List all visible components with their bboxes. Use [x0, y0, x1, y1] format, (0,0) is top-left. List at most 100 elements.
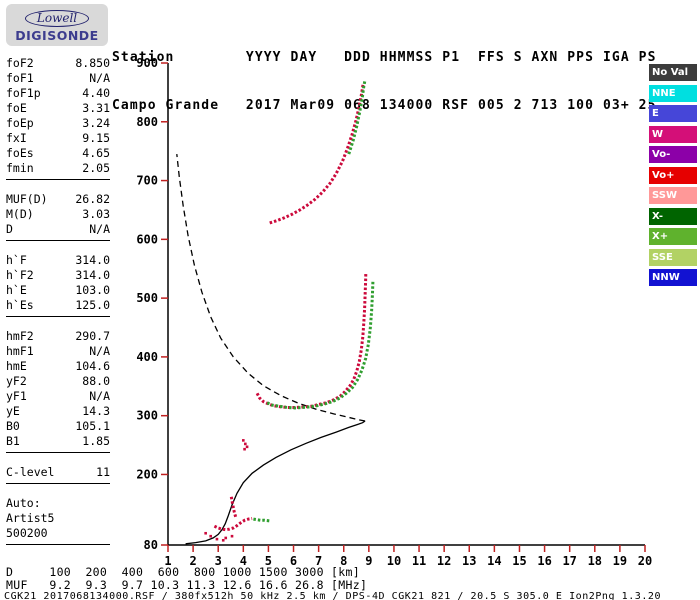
- x-tick-label: 3: [215, 554, 222, 568]
- profile-true-height-profile: [185, 420, 366, 545]
- parameter-group: MUF(D) 26.82 M(D) 3.03 D N/A: [6, 192, 110, 241]
- parameter-panel: foF2 8.850 foF1 N/A foF1p 4.40 foE 3.31 foEp 3.24…: [6, 56, 110, 557]
- y-tick-label: 80: [144, 538, 158, 552]
- parameter-label: yF2: [6, 374, 27, 388]
- parameter-row-h-es: h`Es 125.0: [6, 298, 110, 313]
- legend-item-3-w: W: [649, 125, 697, 143]
- parameter-label: 500200: [6, 526, 48, 540]
- parameter-value: 11: [96, 465, 110, 479]
- parameter-label: h`F: [6, 253, 27, 267]
- y-tick-label: 200: [136, 467, 158, 481]
- parameter-value: 2.05: [82, 161, 110, 175]
- parameter-row-b0: B0 105.1: [6, 419, 110, 434]
- legend-item-2-e: E: [649, 105, 697, 122]
- logo-digisonde-text: DIGISONDE: [15, 28, 99, 43]
- parameter-value: 3.03: [82, 207, 110, 221]
- trace-second-hop-o-mode: [269, 82, 365, 225]
- parameter-label: h`Es: [6, 298, 34, 312]
- x-tick-label: 6: [290, 554, 297, 568]
- parameter-label: foEp: [6, 116, 34, 130]
- parameter-value: 314.0: [75, 268, 110, 282]
- y-tick-label: 800: [136, 115, 158, 129]
- muf-row: MUF 9.2 9.3 9.7 10.3 11.3 12.6 16.6 26.8…: [6, 578, 368, 592]
- parameter-value: 104.6: [75, 359, 110, 373]
- parameter-value: 3.31: [82, 101, 110, 115]
- x-tick-label: 20: [638, 554, 652, 568]
- parameter-label: MUF(D): [6, 192, 48, 206]
- y-tick-label: 500: [136, 291, 158, 305]
- parameter-label: D: [6, 222, 13, 236]
- parameter-label: foEs: [6, 146, 34, 160]
- parameter-row-auto: Auto:: [6, 496, 110, 511]
- y-tick-label: 400: [136, 350, 158, 364]
- parameter-row-fmin: fmin 2.05: [6, 161, 110, 176]
- echo-dot: [245, 445, 249, 449]
- station-header-columns: Station YYYY DAY DDD HHMMSS P1 FFS S AXN…: [112, 50, 657, 65]
- parameter-value: 14.3: [82, 404, 110, 418]
- parameter-label: hmF2: [6, 329, 34, 343]
- legend-item-9-sse: SSE: [649, 248, 697, 266]
- parameter-label: fxI: [6, 131, 27, 145]
- x-tick-label: 5: [265, 554, 272, 568]
- echo-dot: [243, 447, 246, 451]
- parameter-value: 1.85: [82, 434, 110, 448]
- parameter-label: foF2: [6, 56, 34, 70]
- parameter-label: B1: [6, 434, 20, 448]
- legend-item-5-vo: Vo+: [649, 166, 697, 184]
- x-tick-label: 8: [340, 554, 347, 568]
- direction-legend: No Val NNE E W Vo- Vo+ SSW X- X+ SSE NNW: [649, 64, 697, 290]
- parameter-value: 103.0: [75, 283, 110, 297]
- parameter-label: B0: [6, 419, 20, 433]
- parameter-value: 9.15: [82, 131, 110, 145]
- parameter-row-500200: 500200: [6, 526, 110, 541]
- parameter-row-fof1p: foF1p 4.40: [6, 86, 110, 101]
- parameter-label: foE: [6, 101, 27, 115]
- parameter-value: 8.850: [75, 56, 110, 70]
- parameter-value: 105.1: [75, 419, 110, 433]
- parameter-group: hmF2 290.7 hmF1 N/A hmE 104.6 yF2 88.0 yF1 N/A yE 1…: [6, 329, 110, 453]
- parameter-value: 3.24: [82, 116, 110, 130]
- parameter-label: hmE: [6, 359, 27, 373]
- parameter-label: fmin: [6, 161, 34, 175]
- y-tick-label: 300: [136, 409, 158, 423]
- legend-item-1-nne: NNE: [649, 84, 697, 102]
- legend-item-8-x: X+: [649, 228, 697, 245]
- echo-dot: [204, 531, 207, 535]
- parameter-label: foF1p: [6, 86, 41, 100]
- parameter-label: hmF1: [6, 344, 34, 358]
- parameter-row-h-e: h`E 103.0: [6, 283, 110, 298]
- x-tick-label: 12: [437, 554, 451, 568]
- y-tick-label: 900: [136, 56, 158, 70]
- x-tick-label: 11: [412, 554, 426, 568]
- logo-lowell-text: Lowell: [24, 10, 90, 27]
- trace-second-hop-x-mode: [347, 79, 367, 155]
- parameter-value: 88.0: [82, 374, 110, 388]
- x-tick-label: 9: [365, 554, 372, 568]
- parameter-value: N/A: [89, 222, 110, 236]
- parameter-row-foe: foE 3.31: [6, 101, 110, 116]
- legend-item-10-nnw: NNW: [649, 269, 697, 286]
- x-tick-label: 15: [512, 554, 526, 568]
- x-tick-label: 19: [613, 554, 627, 568]
- parameter-row-yf1: yF1 N/A: [6, 389, 110, 404]
- legend-item-7-x: X-: [649, 207, 697, 225]
- station-header: Station YYYY DAY DDD HHMMSS P1 FFS S AXN…: [112, 18, 657, 146]
- trace-es-trace-o-mode: [213, 517, 253, 532]
- parameter-row-d: D N/A: [6, 222, 110, 237]
- trace-f2-trace-x-mode: [266, 281, 375, 410]
- status-line: CGK21_2017068134000.RSF / 380fx512h 50 k…: [4, 591, 662, 600]
- parameter-row-fof1: foF1 N/A: [6, 71, 110, 86]
- legend-item-0-no-val: No Val: [649, 64, 697, 81]
- x-tick-label: 2: [189, 554, 196, 568]
- profile-modeled-topside-profile: [176, 154, 366, 422]
- parameter-group: h`F 314.0 h`F2 314.0 h`E 103.0 h`Es 125.0: [6, 253, 110, 317]
- parameter-group: C-level 11: [6, 465, 110, 484]
- echo-dot: [221, 538, 225, 542]
- parameter-label: C-level: [6, 465, 55, 479]
- trace-es-trace-x-mode: [253, 517, 270, 523]
- parameter-row-fxi: fxI 9.15: [6, 131, 110, 146]
- echo-dot: [209, 534, 212, 538]
- y-tick-label: 700: [136, 174, 158, 188]
- parameter-label: Artist5: [6, 511, 55, 525]
